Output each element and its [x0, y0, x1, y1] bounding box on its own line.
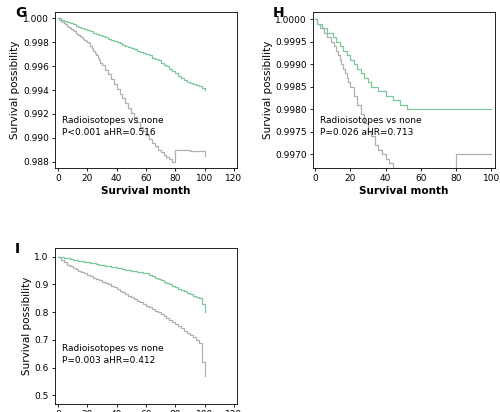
Y-axis label: Survival possibility: Survival possibility: [262, 41, 272, 139]
Text: I: I: [15, 242, 20, 256]
Text: Radioisotopes vs none
P=0.026 aHR=0.713: Radioisotopes vs none P=0.026 aHR=0.713: [320, 116, 422, 137]
X-axis label: Survival month: Survival month: [101, 186, 190, 196]
Text: Radioisotopes vs none
P=0.003 aHR=0.412: Radioisotopes vs none P=0.003 aHR=0.412: [62, 344, 164, 365]
Y-axis label: Survival possibility: Survival possibility: [10, 41, 20, 139]
X-axis label: Survival month: Survival month: [360, 186, 449, 196]
Legend: None, Radioactive iodine: None, Radioactive iodine: [310, 300, 499, 337]
Text: H: H: [273, 6, 285, 20]
Text: Radioisotopes vs none
P<0.001 aHR=0.516: Radioisotopes vs none P<0.001 aHR=0.516: [62, 116, 164, 137]
Y-axis label: Survival possibility: Survival possibility: [22, 277, 32, 375]
Text: G: G: [15, 6, 26, 20]
